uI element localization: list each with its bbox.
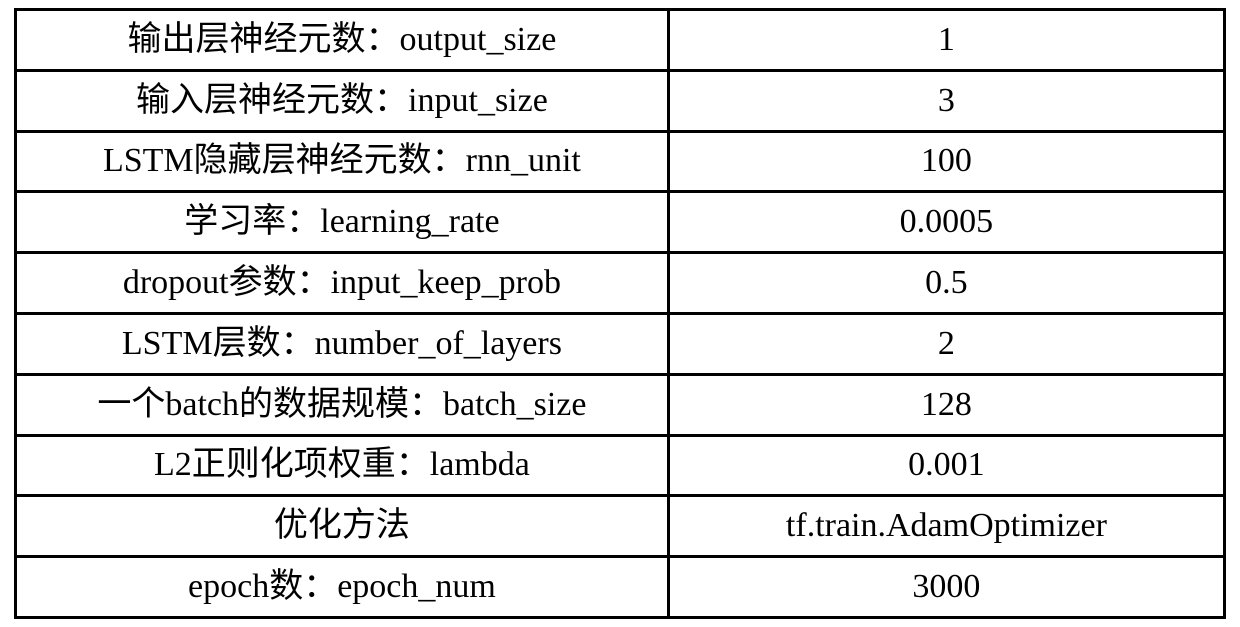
value-cell: 0.5: [668, 253, 1224, 314]
table-row: 优化方法 tf.train.AdamOptimizer: [16, 496, 1225, 557]
param-cell: L2正则化项权重：lambda: [16, 435, 669, 496]
hyperparameter-table: 输出层神经元数：output_size 1 输入层神经元数：input_size…: [14, 8, 1226, 619]
value-cell: tf.train.AdamOptimizer: [668, 496, 1224, 557]
param-cell: 学习率：learning_rate: [16, 192, 669, 253]
table-row: L2正则化项权重：lambda 0.001: [16, 435, 1225, 496]
value-cell: 3: [668, 70, 1224, 131]
value-cell: 1: [668, 10, 1224, 71]
value-cell: 0.0005: [668, 192, 1224, 253]
value-cell: 0.001: [668, 435, 1224, 496]
table-row: LSTM层数：number_of_layers 2: [16, 313, 1225, 374]
table-row: 输入层神经元数：input_size 3: [16, 70, 1225, 131]
param-cell: 输出层神经元数：output_size: [16, 10, 669, 71]
param-cell: 输入层神经元数：input_size: [16, 70, 669, 131]
table-row: dropout参数：input_keep_prob 0.5: [16, 253, 1225, 314]
table-row: 一个batch的数据规模：batch_size 128: [16, 374, 1225, 435]
value-cell: 2: [668, 313, 1224, 374]
param-cell: LSTM隐藏层神经元数：rnn_unit: [16, 131, 669, 192]
value-cell: 100: [668, 131, 1224, 192]
param-cell: LSTM层数：number_of_layers: [16, 313, 669, 374]
table-row: LSTM隐藏层神经元数：rnn_unit 100: [16, 131, 1225, 192]
param-cell: 优化方法: [16, 496, 669, 557]
value-cell: 3000: [668, 557, 1224, 618]
param-cell: dropout参数：input_keep_prob: [16, 253, 669, 314]
table-row: 学习率：learning_rate 0.0005: [16, 192, 1225, 253]
value-cell: 128: [668, 374, 1224, 435]
hyperparameter-table-container: 输出层神经元数：output_size 1 输入层神经元数：input_size…: [0, 0, 1240, 627]
param-cell: 一个batch的数据规模：batch_size: [16, 374, 669, 435]
table-row: epoch数：epoch_num 3000: [16, 557, 1225, 618]
param-cell: epoch数：epoch_num: [16, 557, 669, 618]
table-row: 输出层神经元数：output_size 1: [16, 10, 1225, 71]
